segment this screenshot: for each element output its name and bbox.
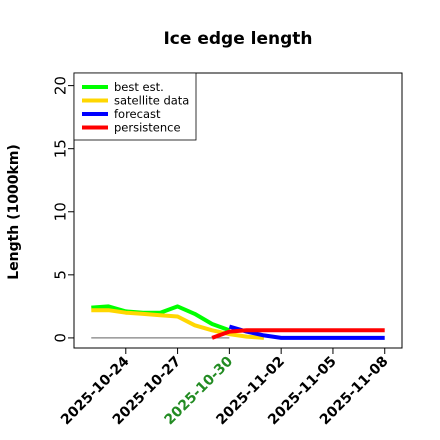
y-axis: 0 5 10 15 20: [51, 76, 74, 343]
plot-frame: [73, 72, 403, 349]
legend-label: best est.: [114, 80, 164, 94]
series-line-satellite-data: [91, 308, 265, 340]
x-axis: 2025-10-242025-10-272025-10-302025-11-02…: [58, 348, 392, 428]
y-tick-label: 10: [51, 202, 69, 221]
y-tick-label: 15: [51, 139, 69, 158]
y-tick-label: 20: [51, 76, 69, 95]
legend-label: forecast: [114, 107, 161, 121]
series-line-best-est-: [91, 304, 231, 333]
y-tick-label: 5: [51, 270, 69, 280]
y-axis-label: Length (1000km): [6, 144, 22, 280]
series-line-persistence: [211, 328, 385, 340]
series-lines: [91, 304, 385, 340]
y-tick-label: 0: [51, 333, 69, 343]
legend-box: [73, 72, 197, 141]
series-line-forecast: [228, 324, 385, 340]
chart-title: Ice edge length: [163, 29, 312, 49]
legend-label: persistence: [114, 121, 181, 135]
legend: best est.satellite dataforecastpersisten…: [73, 72, 197, 141]
legend-label: satellite data: [114, 94, 189, 108]
